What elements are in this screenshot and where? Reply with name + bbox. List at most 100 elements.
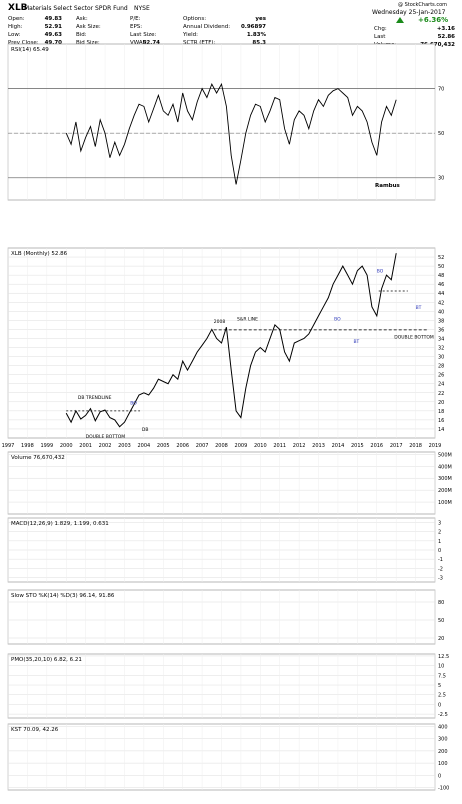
y-tick-label: 24 — [438, 382, 444, 388]
header-field-value: 76,670,432 — [420, 42, 455, 48]
up-arrow-icon — [396, 17, 404, 23]
y-tick-label: 40 — [438, 309, 444, 315]
y-tick-label: 400M — [438, 464, 452, 470]
y-tick-label: 12.5 — [438, 654, 449, 660]
header-field-label: Ask Size: — [76, 24, 101, 30]
y-tick-label: 22 — [438, 391, 444, 397]
kst-title: KST 70.09, 42.26 — [11, 727, 59, 733]
header-field-label: Options: — [183, 16, 206, 22]
sto-panel: 20 50 80 Slow STO %K(14) %D(3) 96.14, 91.86 — [7, 589, 444, 645]
y-tick-label: 14 — [438, 427, 444, 433]
header-field-value: 49.70 — [45, 40, 63, 46]
rsi-line — [65, 82, 397, 185]
header-field-value: 1.83% — [247, 32, 267, 38]
y-tick-label: 3 — [438, 521, 441, 527]
y-tick-label: -3 — [438, 575, 443, 581]
annotation-label: DOUBLE BOTTOM — [86, 434, 126, 440]
annotation-label: DB TRENDLINE — [78, 395, 112, 401]
y-tick-label: 2 — [438, 530, 441, 536]
y-tick-label: 32 — [438, 346, 444, 352]
y-tick-label: 28 — [438, 364, 444, 370]
y-tick-label: 500M — [438, 452, 452, 458]
header-field-label: P/E: — [130, 16, 141, 22]
x-tick-label: 2016 — [370, 443, 383, 449]
y-tick-label: 26 — [438, 373, 444, 379]
y-tick-label: 2.5 — [438, 693, 446, 699]
y-tick-label: 7.5 — [438, 673, 446, 679]
header-field-label: Ask: — [76, 16, 88, 22]
y-tick-label: 1 — [438, 539, 441, 545]
header-field-label: Bid: — [76, 32, 87, 38]
header-field-label: SCTR (ETF): — [183, 40, 216, 46]
x-tick-label: 2018 — [409, 443, 422, 449]
x-tick-label: 2012 — [293, 443, 306, 449]
y-tick-label: 200M — [438, 488, 452, 494]
header-field-value: +3.16 — [437, 26, 455, 32]
annotation-label: DOUBLE BOTTOM — [394, 334, 434, 340]
date: Wednesday 25-Jan-2017 — [372, 9, 446, 16]
y-tick-label: 10 — [438, 664, 444, 670]
y-tick-label: 48 — [438, 273, 444, 279]
annotation-label: BT — [353, 339, 359, 345]
y-tick-label: 30 — [438, 176, 444, 182]
y-tick-label: 42 — [438, 300, 444, 306]
exchange: NYSE — [134, 5, 150, 12]
x-tick-label: 2017 — [390, 443, 403, 449]
change-pct: +6.36% — [418, 16, 448, 24]
annotation-label: DB — [142, 427, 149, 433]
annotation-label: BO — [377, 268, 384, 274]
y-tick-label: -2.5 — [438, 712, 448, 718]
header-field-label: Annual Dividend: — [183, 24, 230, 30]
header-field-value: 52.86 — [438, 34, 456, 40]
credit: @ StockCharts.com — [398, 2, 447, 8]
x-tick-label: 2014 — [332, 443, 345, 449]
header-field-label: EPS: — [130, 24, 142, 30]
x-tick-label: 2011 — [273, 443, 286, 449]
x-tick-label: 2001 — [79, 443, 92, 449]
y-tick-label: 100 — [438, 761, 448, 767]
y-tick-label: 34 — [438, 336, 444, 342]
annotation-label: BO — [130, 401, 137, 407]
annotation-label: BT — [416, 305, 422, 311]
price-title: XLB (Monthly) 52.86 — [11, 251, 68, 257]
x-tick-label: 2006 — [176, 443, 189, 449]
x-tick-label: 2000 — [60, 443, 73, 449]
x-tick-label: 2005 — [157, 443, 170, 449]
y-tick-label: -1 — [438, 557, 443, 563]
x-tick-label: 2010 — [254, 443, 267, 449]
x-tick-label: 2002 — [99, 443, 112, 449]
rambus-label: Rambus — [375, 183, 401, 189]
x-tick-label: 2015 — [351, 443, 364, 449]
x-tick-label: 1997 — [2, 443, 15, 449]
x-tick-label: 1998 — [21, 443, 34, 449]
y-tick-label: 50 — [438, 264, 444, 270]
y-tick-label: 300 — [438, 737, 448, 743]
y-tick-label: 36 — [438, 327, 444, 333]
y-tick-label: 0 — [438, 702, 441, 708]
x-tick-label: 2019 — [429, 443, 442, 449]
macd-title: MACD(12,26,9) 1.829, 1.199, 0.631 — [11, 521, 109, 527]
price-panel: 14 16 18 20 22 24 26 28 30 32 34 36 38 40 42 44 46 48 50 52… — [2, 247, 444, 449]
x-tick-label: 2013 — [312, 443, 325, 449]
fund-name: Materials Select Sector SPDR Fund — [24, 5, 128, 12]
kst-panel: -100 0 100 200 300 400 KST 70.09, 42.26 — [7, 723, 449, 792]
annotation-label: 2008 — [214, 319, 226, 325]
y-tick-label: 80 — [438, 600, 444, 606]
y-tick-label: 300M — [438, 476, 452, 482]
y-tick-label: 70 — [438, 87, 444, 93]
y-tick-label: 46 — [438, 282, 444, 288]
sto-title: Slow STO %K(14) %D(3) 96.14, 91.86 — [11, 593, 115, 599]
y-tick-label: 20 — [438, 636, 444, 642]
pmo-title: PMO(35,20,10) 6.82, 6.21 — [11, 657, 82, 663]
x-tick-label: 2009 — [235, 443, 248, 449]
macd-panel: -3 -2 -1 0 1 2 3 MACD(12,26,9) 1.829, 1.199, 0.… — [7, 517, 443, 583]
x-tick-label: 1999 — [40, 443, 53, 449]
header-field-value: 49.63 — [45, 32, 63, 38]
header-field-label: Bid Size: — [76, 40, 100, 46]
rsi-title: RSI(14) 65.49 — [11, 47, 49, 53]
header-field-value: 85.3 — [252, 40, 266, 46]
y-tick-label: 50 — [438, 131, 444, 137]
y-tick-label: 30 — [438, 355, 444, 361]
